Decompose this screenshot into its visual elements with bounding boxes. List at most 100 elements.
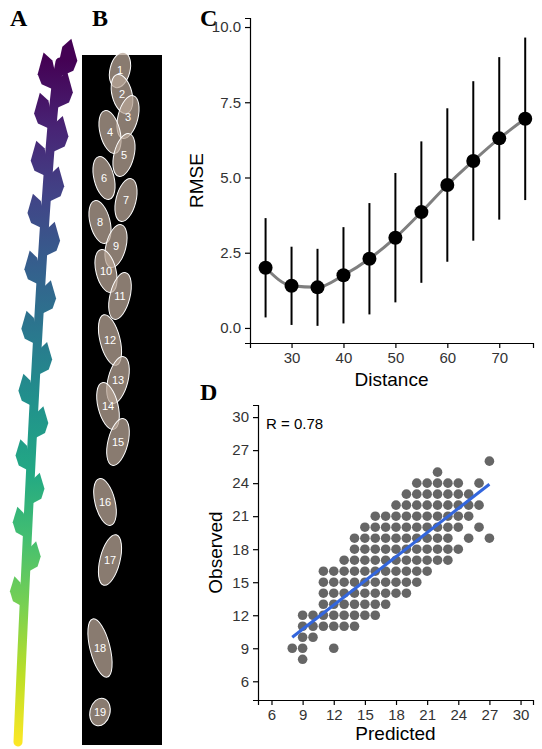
spikelet: [40, 222, 60, 259]
data-point: [422, 478, 432, 488]
data-point: [422, 489, 432, 499]
data-point: [381, 522, 391, 532]
tick-label: 18: [388, 706, 405, 723]
spikelet-number: 10: [100, 265, 112, 277]
data-point: [336, 268, 350, 282]
data-point: [339, 566, 349, 576]
data-point: [412, 566, 422, 576]
data-point: [391, 522, 401, 532]
data-point: [360, 544, 370, 554]
spikelet: [18, 374, 37, 409]
tick-mark: [489, 700, 490, 705]
data-point: [422, 511, 432, 521]
data-point: [350, 544, 360, 554]
spikelet-ellipse: [83, 616, 117, 679]
data-point: [370, 544, 380, 554]
tick-mark: [253, 483, 258, 484]
data-point: [360, 610, 370, 620]
tick-mark: [303, 700, 304, 705]
x-axis: 6912151821242730: [259, 700, 534, 723]
data-point: [370, 599, 380, 609]
panel-label: B: [92, 5, 108, 31]
axis-line: [251, 344, 534, 349]
panel-label: A: [10, 5, 28, 31]
tick-label: 21: [419, 706, 436, 723]
spikelet-number: 7: [123, 194, 129, 206]
data-point: [311, 280, 325, 294]
tick-label: 5.0: [220, 169, 241, 186]
tick: 27: [482, 700, 499, 723]
data-point: [350, 610, 360, 620]
spikelet-ellipse: [102, 416, 133, 467]
data-point: [412, 522, 422, 532]
tick-mark: [253, 516, 258, 517]
tick-mark: [334, 700, 335, 705]
tick: 9: [241, 640, 258, 657]
data-point: [402, 577, 412, 587]
spikelet: [27, 194, 47, 231]
data-point: [402, 522, 412, 532]
data-point: [464, 511, 474, 521]
data-point: [414, 205, 428, 219]
data-point: [433, 533, 443, 543]
spikelet-ellipse: [89, 476, 120, 527]
panel-label: D: [200, 379, 217, 405]
tick: 9: [299, 700, 307, 723]
data-point: [422, 555, 432, 565]
spikelet-number: 15: [112, 436, 124, 448]
tick: 2.5: [220, 244, 250, 261]
data-point: [422, 566, 432, 576]
spikelet-ellipse: [94, 532, 126, 587]
data-point: [402, 500, 412, 510]
data-point: [466, 154, 480, 168]
data-point: [433, 544, 443, 554]
spike-photo: 12345678910111213141516171819: [82, 50, 162, 745]
y-axis: 0.02.55.07.510.0: [212, 18, 251, 343]
tick-label: 30: [284, 349, 301, 366]
data-point: [370, 555, 380, 565]
tick-label: 2.5: [220, 244, 241, 261]
data-point: [381, 511, 391, 521]
tick-label: 70: [491, 349, 508, 366]
spikelet-ellipse: [111, 176, 141, 224]
data-point: [412, 511, 422, 521]
data-point: [485, 456, 495, 466]
tick: 0.0: [220, 319, 250, 336]
data-point: [339, 577, 349, 587]
tick-mark: [253, 648, 258, 649]
spikelet-number: 13: [112, 374, 124, 386]
data-point: [402, 489, 412, 499]
tick-mark: [396, 700, 397, 705]
data-point: [329, 577, 339, 587]
spikelet: [23, 541, 41, 574]
data-point: [412, 555, 422, 565]
tick-mark: [245, 27, 250, 28]
data-point: [433, 500, 443, 510]
tick: 27: [232, 441, 258, 458]
data-point: [362, 252, 376, 266]
tick-label: 24: [450, 706, 467, 723]
tick-label: 30: [232, 408, 249, 425]
tick-label: 0.0: [220, 319, 241, 336]
tick-mark: [253, 549, 258, 550]
tick-mark: [253, 450, 258, 451]
spikelet-number: 9: [113, 240, 119, 252]
data-point: [360, 533, 370, 543]
tick: 6: [241, 673, 258, 690]
tick: 10.0: [212, 18, 250, 35]
data-point: [391, 566, 401, 576]
tick-label: 10.0: [212, 18, 241, 35]
tick-label: 15: [232, 574, 249, 591]
tick-mark: [245, 102, 250, 103]
data-point: [443, 489, 453, 499]
data-point: [287, 643, 297, 653]
spikelet-number: 19: [94, 706, 106, 718]
series-line: [266, 119, 526, 288]
tick: 12: [326, 700, 343, 723]
data-point: [381, 599, 391, 609]
data-point: [329, 566, 339, 576]
data-point: [360, 566, 370, 576]
data-point: [370, 533, 380, 543]
spike-stem: [18, 62, 60, 742]
data-point: [329, 588, 339, 598]
